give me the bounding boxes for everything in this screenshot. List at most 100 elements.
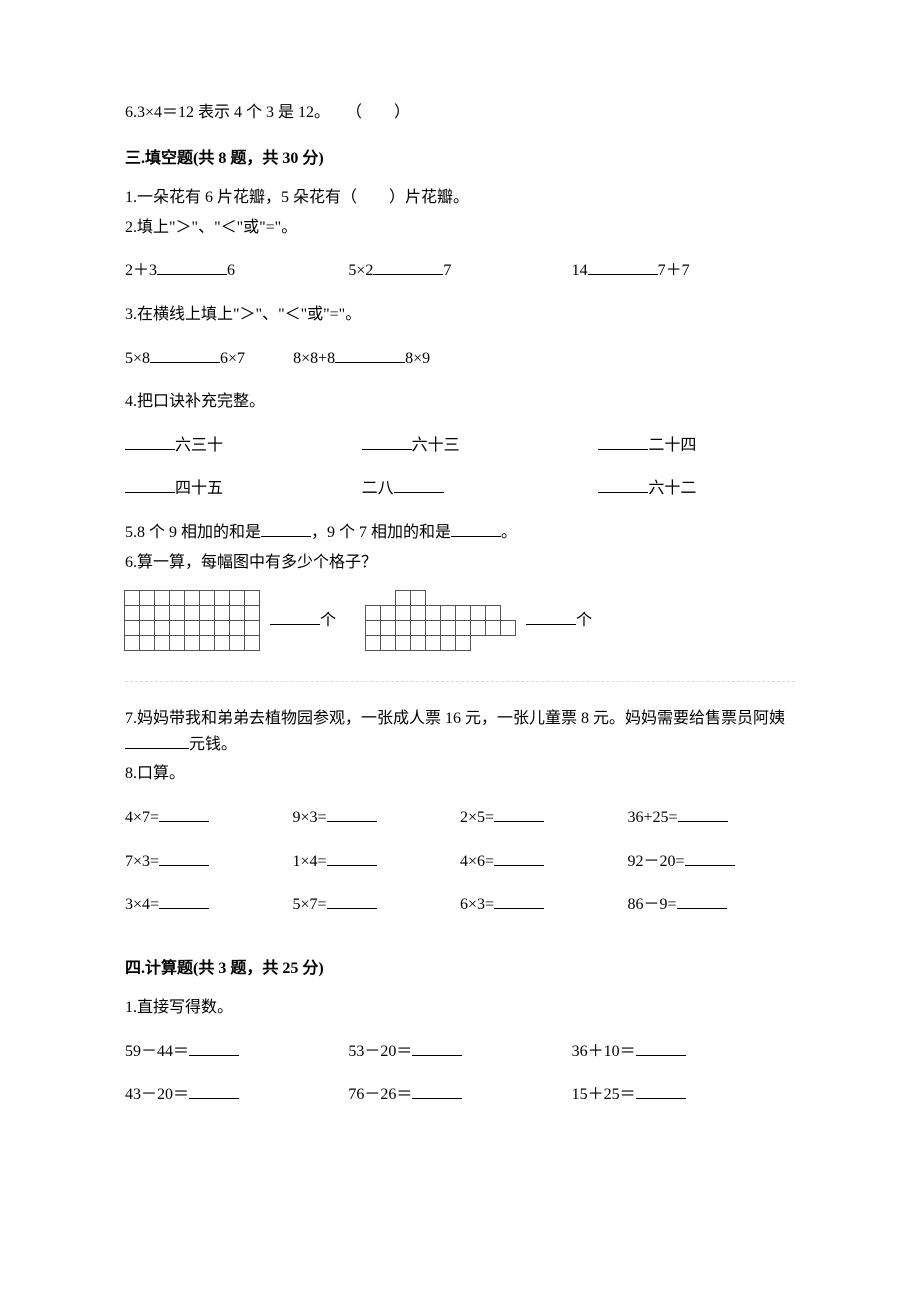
blank <box>189 1039 239 1056</box>
blank <box>636 1082 686 1099</box>
s3-q2-c: 147＋7 <box>572 258 795 284</box>
section3-heading: 三.填空题(共 8 题，共 30 分) <box>125 146 795 172</box>
s3-q6-figures: 个 个 <box>125 591 795 651</box>
grid-b-answer: 个 <box>526 608 592 634</box>
blank <box>598 476 648 493</box>
calc-item: 36+25= <box>628 805 796 831</box>
hairline-divider <box>125 681 795 682</box>
s3-q4-r2c1: 四十五 <box>125 476 322 502</box>
blank <box>327 849 377 866</box>
calc-item: 1×4= <box>293 849 461 875</box>
blank <box>636 1039 686 1056</box>
s4-calc-row: 59－44＝53－20＝36＋10＝ <box>125 1039 795 1065</box>
s3-q3-b: 8×8+8 8×9 <box>293 350 430 367</box>
blank <box>412 1039 462 1056</box>
s3-q3-b-left: 8×8+8 <box>293 350 335 367</box>
section4-heading: 四.计算题(共 3 题，共 25 分) <box>125 956 795 982</box>
grid-figure-b <box>366 591 516 651</box>
blank <box>685 849 735 866</box>
blank <box>335 346 405 363</box>
blank <box>412 1082 462 1099</box>
blank <box>125 433 175 450</box>
s3-q4-r1c1: 六三十 <box>125 433 322 459</box>
s3-q5: 5.8 个 9 相加的和是，9 个 7 相加的和是。 <box>125 520 795 546</box>
s3-q6-intro: 6.算一算，每幅图中有多少个格子？ <box>125 550 795 576</box>
blank <box>394 476 444 493</box>
calc-item: 92－20= <box>628 849 796 875</box>
s3-q1: 1.一朵花有 6 片花瓣，5 朵花有（ ）片花瓣。 <box>125 185 795 211</box>
blank <box>526 608 576 625</box>
s3-q4-row2: 四十五 二八 六十二 <box>125 476 795 502</box>
s3-q2-a-right: 6 <box>227 262 235 279</box>
calc-item: 86－9= <box>628 892 796 918</box>
calc-item: 59－44＝ <box>125 1039 348 1065</box>
s3-q2-a: 2＋3 6 <box>125 258 348 284</box>
s3-q8-row: 7×3=1×4=4×6=92－20= <box>125 849 795 875</box>
blank <box>125 732 189 749</box>
blank <box>598 433 648 450</box>
calc-item: 9×3= <box>293 805 461 831</box>
s3-q8-rows: 4×7=9×3=2×5=36+25= 7×3=1×4=4×6=92－20= 3×4=… <box>125 805 795 936</box>
blank <box>157 258 227 275</box>
s3-q4-row1: 六三十 六十三 二十四 <box>125 433 795 459</box>
blank <box>327 892 377 909</box>
s3-q4-intro: 4.把口诀补充完整。 <box>125 389 795 415</box>
s3-q3-a: 5×86×7 <box>125 350 249 367</box>
s3-q4-r2c2: 二八 <box>322 476 559 502</box>
blank <box>150 346 220 363</box>
s3-q3-a-right: 6×7 <box>220 350 245 367</box>
blank <box>327 805 377 822</box>
calc-item: 4×7= <box>125 805 293 831</box>
blank <box>494 892 544 909</box>
s3-q8-intro: 8.口算。 <box>125 761 795 787</box>
s3-q2-intro: 2.填上"＞"、"＜"或"="。 <box>125 215 795 241</box>
s3-q4-r1c3: 二十四 <box>558 433 795 459</box>
s3-q2-b: 5×2 7 <box>348 258 571 284</box>
calc-item: 7×3= <box>125 849 293 875</box>
grid-a-answer: 个 <box>270 608 336 634</box>
blank <box>159 849 209 866</box>
s3-q4-r2c3: 六十二 <box>558 476 795 502</box>
blank <box>588 258 658 275</box>
s3-q3-row: 5×86×7 8×8+8 8×9 <box>125 346 795 372</box>
calc-item: 2×5= <box>460 805 628 831</box>
blank <box>362 433 412 450</box>
calc-item: 4×6= <box>460 849 628 875</box>
calc-item: 36＋10＝ <box>572 1039 795 1065</box>
blank <box>678 805 728 822</box>
blank <box>677 892 727 909</box>
s4-calc-row: 43－20＝76－26＝15＋25＝ <box>125 1082 795 1108</box>
blank <box>125 476 175 493</box>
blank <box>270 608 320 625</box>
calc-item: 5×7= <box>293 892 461 918</box>
s3-q3-b-right: 8×9 <box>405 350 430 367</box>
blank <box>494 805 544 822</box>
s3-q2-c-right: 7＋7 <box>658 262 690 279</box>
s3-q3-intro: 3.在横线上填上"＞"、"＜"或"="。 <box>125 302 795 328</box>
s4-q1-intro: 1.直接写得数。 <box>125 995 795 1021</box>
calc-item: 43－20＝ <box>125 1082 348 1108</box>
blank <box>451 520 501 537</box>
s3-q2-b-right: 7 <box>443 262 451 279</box>
s3-q4-r1c2: 六十三 <box>322 433 559 459</box>
s3-q2-row: 2＋3 6 5×2 7 147＋7 <box>125 258 795 284</box>
blank <box>494 849 544 866</box>
calc-item: 6×3= <box>460 892 628 918</box>
calc-item: 76－26＝ <box>348 1082 571 1108</box>
calc-item: 53－20＝ <box>348 1039 571 1065</box>
blank <box>189 1082 239 1099</box>
s3-q2-a-left: 2＋3 <box>125 262 157 279</box>
s4-q1-rows: 59－44＝53－20＝36＋10＝ 43－20＝76－26＝15＋25＝ <box>125 1039 795 1126</box>
blank <box>159 805 209 822</box>
calc-item: 3×4= <box>125 892 293 918</box>
s3-q7: 7.妈妈带我和弟弟去植物园参观，一张成人票 16 元，一张儿童票 8 元。妈妈需… <box>125 706 795 757</box>
blank <box>373 258 443 275</box>
blank <box>261 520 311 537</box>
s3-q8-row: 4×7=9×3=2×5=36+25= <box>125 805 795 831</box>
s3-q2-b-left: 5×2 <box>348 262 373 279</box>
tf-q6: 6.3×4＝12 表示 4 个 3 是 12。 （ ） <box>125 100 795 126</box>
blank <box>159 892 209 909</box>
calc-item: 15＋25＝ <box>572 1082 795 1108</box>
s3-q8-row: 3×4=5×7=6×3=86－9= <box>125 892 795 918</box>
exam-page: 6.3×4＝12 表示 4 个 3 是 12。 （ ） 三.填空题(共 8 题，… <box>0 0 920 1302</box>
